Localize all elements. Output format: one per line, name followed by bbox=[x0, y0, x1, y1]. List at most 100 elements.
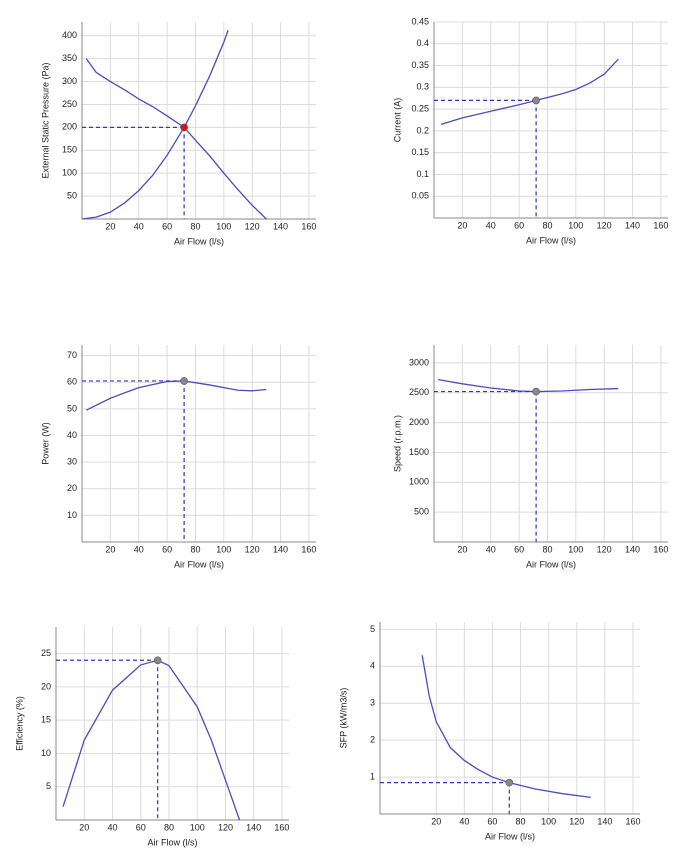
y-tick-label: 40 bbox=[67, 430, 77, 440]
x-tick-label: 20 bbox=[431, 816, 441, 826]
x-tick-label: 20 bbox=[79, 822, 89, 832]
x-axis-label: Air Flow (l/s) bbox=[174, 559, 224, 569]
y-tick-label: 1 bbox=[370, 771, 375, 781]
y-tick-label: 20 bbox=[41, 681, 51, 691]
x-tick-label: 100 bbox=[541, 816, 556, 826]
y-tick-label: 50 bbox=[67, 190, 77, 200]
chart-panel: 20 40 60 80 100 120 140 160 50 100 150 200 250 300 350… bbox=[40, 22, 316, 246]
y-tick-label: 2000 bbox=[409, 417, 429, 427]
y-tick-label: 350 bbox=[62, 53, 77, 63]
x-tick-label: 140 bbox=[625, 544, 640, 554]
series-line bbox=[85, 380, 267, 411]
y-tick-label: 0.3 bbox=[416, 82, 429, 92]
x-tick-label: 160 bbox=[625, 816, 640, 826]
x-tick-label: 80 bbox=[542, 220, 552, 230]
y-tick-label: 0.05 bbox=[411, 191, 429, 201]
y-tick-label: 1500 bbox=[409, 447, 429, 457]
chart-panel: 20 40 60 80 100 120 140 160 1 2 3 4 5 Air Flow (l/s) S… bbox=[338, 622, 640, 841]
x-axis-label: Air Flow (l/s) bbox=[526, 559, 576, 569]
x-tick-label: 140 bbox=[246, 822, 261, 832]
y-axis-label: Speed (r.p.m.) bbox=[392, 415, 402, 472]
x-tick-label: 80 bbox=[190, 544, 200, 554]
x-tick-label: 80 bbox=[516, 816, 526, 826]
x-tick-label: 140 bbox=[273, 221, 288, 231]
y-tick-label: 500 bbox=[414, 507, 429, 517]
x-tick-label: 60 bbox=[514, 544, 524, 554]
x-tick-label: 20 bbox=[105, 544, 115, 554]
series-line bbox=[421, 655, 591, 799]
x-tick-label: 60 bbox=[136, 822, 146, 832]
operating-point bbox=[180, 377, 188, 385]
operating-point bbox=[532, 387, 540, 396]
y-tick-label: 25 bbox=[41, 648, 51, 658]
y-tick-label: 150 bbox=[62, 145, 77, 155]
x-tick-label: 100 bbox=[190, 822, 205, 832]
x-tick-label: 140 bbox=[597, 816, 612, 826]
x-tick-label: 160 bbox=[653, 220, 668, 230]
y-axis-label: SFP (kW/m3/s) bbox=[338, 688, 348, 749]
y-tick-label: 200 bbox=[62, 122, 77, 132]
x-tick-label: 120 bbox=[245, 221, 260, 231]
y-tick-label: 0.45 bbox=[411, 16, 429, 26]
series-line bbox=[81, 30, 229, 220]
x-tick-label: 140 bbox=[625, 220, 640, 230]
y-tick-label: 100 bbox=[62, 168, 77, 178]
x-tick-label: 40 bbox=[134, 544, 144, 554]
y-tick-label: 0.2 bbox=[416, 125, 429, 135]
x-tick-label: 100 bbox=[216, 544, 231, 554]
y-tick-label: 20 bbox=[67, 483, 77, 493]
x-tick-label: 20 bbox=[457, 220, 467, 230]
x-tick-label: 40 bbox=[107, 822, 117, 832]
x-tick-label: 160 bbox=[301, 544, 316, 554]
y-tick-label: 0.15 bbox=[411, 147, 429, 157]
x-tick-label: 80 bbox=[190, 221, 200, 231]
x-tick-label: 60 bbox=[487, 816, 497, 826]
y-tick-label: 0.4 bbox=[416, 38, 429, 48]
y-axis-label: External Static Pressure (Pa) bbox=[40, 62, 50, 178]
y-tick-label: 15 bbox=[41, 715, 51, 725]
x-tick-label: 20 bbox=[457, 544, 467, 554]
series-line bbox=[440, 58, 619, 125]
x-tick-label: 100 bbox=[568, 544, 583, 554]
chart-panel: 20 40 60 80 100 120 140 160 5 10 15 20 25 Air Flow (l… bbox=[14, 627, 289, 847]
y-tick-label: 60 bbox=[67, 377, 77, 387]
y-tick-label: 0.25 bbox=[411, 103, 429, 113]
chart-panel: 20 40 60 80 100 120 140 160 0.05 0.1 0.15 0.2 0.25 0.… bbox=[392, 16, 668, 245]
y-tick-label: 70 bbox=[67, 350, 77, 360]
y-tick-label: 5 bbox=[370, 624, 375, 634]
x-axis-label: Air Flow (l/s) bbox=[526, 235, 576, 245]
y-tick-label: 3000 bbox=[409, 357, 429, 367]
operating-point bbox=[153, 656, 162, 665]
x-axis-label: Air Flow (l/s) bbox=[174, 236, 224, 246]
x-tick-label: 60 bbox=[162, 544, 172, 554]
y-tick-label: 300 bbox=[62, 76, 77, 86]
chart-panel: 20 40 60 80 100 120 140 160 10 20 30 40 50 60 70 Air Fl… bbox=[40, 345, 316, 569]
y-tick-label: 2500 bbox=[409, 387, 429, 397]
x-tick-label: 20 bbox=[105, 221, 115, 231]
y-tick-label: 4 bbox=[370, 661, 375, 671]
chart-panel: 20 40 60 80 100 120 140 160 500 1000 1500 2000 2500 3… bbox=[392, 345, 668, 569]
y-tick-label: 10 bbox=[41, 748, 51, 758]
x-tick-label: 160 bbox=[274, 822, 289, 832]
x-tick-label: 120 bbox=[245, 544, 260, 554]
x-axis-label: Air Flow (l/s) bbox=[485, 831, 535, 841]
y-tick-label: 3 bbox=[370, 698, 375, 708]
operating-point bbox=[505, 778, 514, 787]
x-tick-label: 140 bbox=[273, 544, 288, 554]
x-tick-label: 120 bbox=[218, 822, 233, 832]
y-tick-label: 0.1 bbox=[416, 169, 429, 179]
series-line bbox=[438, 378, 619, 393]
y-tick-label: 30 bbox=[67, 457, 77, 467]
y-tick-label: 250 bbox=[62, 99, 77, 109]
x-tick-label: 40 bbox=[486, 220, 496, 230]
x-tick-label: 120 bbox=[597, 544, 612, 554]
y-tick-label: 0.35 bbox=[411, 60, 429, 70]
x-tick-label: 120 bbox=[569, 816, 584, 826]
x-tick-label: 60 bbox=[514, 220, 524, 230]
y-tick-label: 50 bbox=[67, 403, 77, 413]
x-tick-label: 160 bbox=[301, 221, 316, 231]
x-tick-label: 40 bbox=[459, 816, 469, 826]
x-tick-label: 40 bbox=[134, 221, 144, 231]
y-tick-label: 2 bbox=[370, 735, 375, 745]
operating-point bbox=[180, 123, 188, 132]
